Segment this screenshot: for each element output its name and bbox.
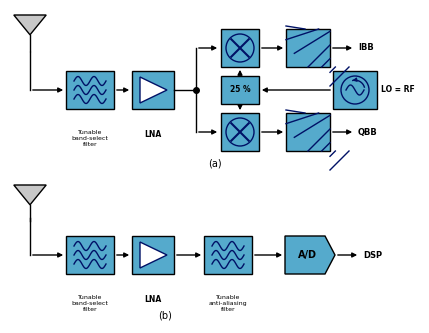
Bar <box>286 113 330 151</box>
Polygon shape <box>140 77 167 103</box>
Text: (a): (a) <box>208 158 222 168</box>
Polygon shape <box>14 185 46 205</box>
Polygon shape <box>14 15 46 35</box>
Text: DSP: DSP <box>363 250 382 259</box>
Text: LNA: LNA <box>145 295 162 304</box>
Bar <box>204 236 252 274</box>
Text: Tunable
band-select
filter: Tunable band-select filter <box>72 295 109 312</box>
Text: IBB: IBB <box>358 44 374 53</box>
Text: A/D: A/D <box>297 250 317 260</box>
Text: 25 %: 25 % <box>230 86 250 95</box>
Circle shape <box>226 118 254 146</box>
Text: Tunable
anti-aliasing
filter: Tunable anti-aliasing filter <box>208 295 247 312</box>
Text: Tunable
band-select
filter: Tunable band-select filter <box>72 130 109 147</box>
Bar <box>132 236 174 274</box>
Text: (b): (b) <box>158 311 172 321</box>
Bar <box>221 76 259 104</box>
Bar <box>333 71 377 109</box>
Bar <box>221 29 259 67</box>
Text: LNA: LNA <box>145 130 162 139</box>
Text: QBB: QBB <box>358 128 378 137</box>
Text: LO = RF: LO = RF <box>381 86 415 95</box>
Polygon shape <box>285 236 335 274</box>
Bar <box>132 71 174 109</box>
Circle shape <box>226 34 254 62</box>
Circle shape <box>341 76 369 104</box>
Bar <box>221 113 259 151</box>
Bar <box>66 236 114 274</box>
Bar <box>66 71 114 109</box>
Bar <box>286 29 330 67</box>
Polygon shape <box>140 242 167 268</box>
